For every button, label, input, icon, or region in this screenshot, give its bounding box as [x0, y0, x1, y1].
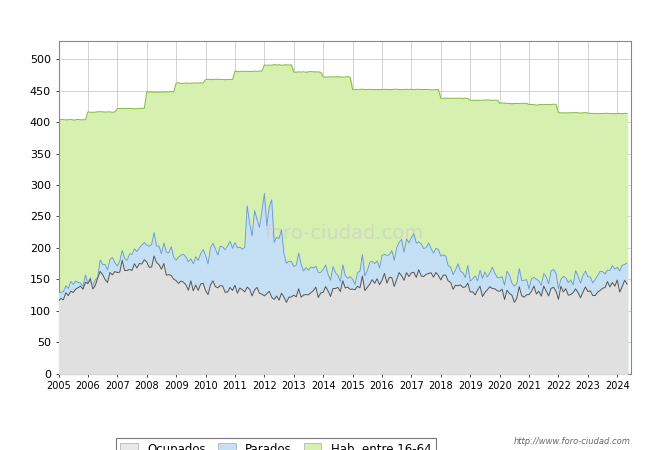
Text: Mucientes - Evolucion de la poblacion en edad de Trabajar Mayo de 2024: Mucientes - Evolucion de la poblacion en…	[71, 12, 579, 26]
Legend: Ocupados, Parados, Hab. entre 16-64: Ocupados, Parados, Hab. entre 16-64	[116, 438, 436, 450]
Text: foro-ciudad.com: foro-ciudad.com	[265, 224, 424, 243]
Text: http://www.foro-ciudad.com: http://www.foro-ciudad.com	[514, 436, 630, 446]
